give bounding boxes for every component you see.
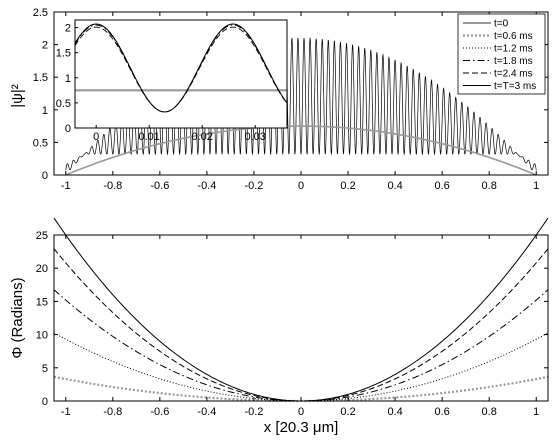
x-tick-label: 1 — [533, 180, 539, 192]
phase-series-t-1-8-ms — [53, 289, 549, 402]
legend: t=0t=0.6 ms t=1.2 mst=1.8 ms t=2.4 mst=T=3… — [457, 13, 546, 95]
inset-y-tick-label: 0 — [65, 123, 71, 135]
y-tick-label: 1 — [42, 105, 48, 117]
x-tick-label: -0.8 — [103, 180, 122, 192]
series-t0-line — [65, 125, 537, 176]
y-tick-label: 25 — [36, 230, 48, 242]
x-tick-label: 0.4 — [387, 406, 402, 418]
bottom-x-ticks: -1 -0.8 -0.6 -0.4 -0.2 0 0.2 0.4 0.6 0.8 1 — [61, 235, 539, 418]
inset-y-ticks: 0 0.5 1 1.5 2 — [56, 23, 78, 135]
top-y-axis-label: |ψ|² — [9, 84, 26, 107]
legend-box — [457, 13, 546, 95]
inset-x-tick-label: 0 — [93, 131, 99, 143]
x-tick-label: 0 — [298, 180, 304, 192]
phase-series-t-2-4-ms — [53, 248, 549, 402]
phase-series-t-t-3-ms — [53, 217, 549, 402]
top-panel: -1 -0.8 -0.6 -0.4 -0.2 0 0.2 0.4 0.6 0.8 1 0 0.5 1 1.… — [9, 7, 549, 192]
top-plot-area — [65, 37, 537, 176]
inset-frame — [74, 19, 288, 129]
legend-label: t=1.2 ms — [494, 44, 533, 55]
bottom-y-ticks: 0 5 10 15 20 25 — [36, 230, 548, 408]
inset-x-tick-label: 0.01 — [138, 131, 159, 143]
legend-label: t=2.4 ms — [494, 69, 533, 80]
bottom-panel: -1 -0.8 -0.6 -0.4 -0.2 0 0.2 0.4 0.6 0.8 1 0 5 10 15 2… — [9, 217, 549, 436]
inset-y-tick-label: 0.5 — [56, 98, 71, 110]
x-tick-label: 0.2 — [340, 406, 355, 418]
legend-label: t=1.8 ms — [494, 56, 533, 67]
phase-series-t-1-2-ms — [53, 332, 549, 402]
bottom-axes-frame — [53, 234, 549, 402]
x-tick-label: 0.6 — [434, 406, 449, 418]
x-tick-label: -0.2 — [244, 406, 263, 418]
y-tick-label: 0 — [42, 396, 48, 408]
inset-x-tick-label: 0.02 — [191, 131, 212, 143]
y-tick-label: 10 — [36, 330, 48, 342]
y-tick-label: 20 — [36, 263, 48, 275]
x-tick-label: -1 — [61, 406, 71, 418]
inset-background — [75, 20, 287, 128]
legend-label: t=T=3 ms — [494, 81, 536, 92]
y-tick-label: 2.5 — [33, 7, 48, 19]
top-y-ticks: 0 0.5 1 1.5 2 2.5 — [33, 7, 548, 182]
inset-y-tick-label: 1 — [65, 73, 71, 85]
legend-label: t=0.6 ms — [494, 31, 533, 42]
bottom-x-axis-label: x [20.3 μm] — [264, 419, 339, 436]
x-tick-label: 0.2 — [340, 180, 355, 192]
x-tick-label: -0.8 — [103, 406, 122, 418]
x-tick-label: -0.6 — [150, 180, 169, 192]
inset-t3ms-line — [74, 23, 288, 113]
x-tick-label: -0.4 — [197, 180, 216, 192]
x-tick-label: 0.4 — [387, 180, 402, 192]
x-tick-label: 0.8 — [482, 180, 497, 192]
x-tick-label: 0.6 — [434, 180, 449, 192]
series-t3ms-line — [65, 37, 537, 171]
inset-y-tick-label: 1.5 — [56, 48, 71, 60]
inset-y-tick-label: 2 — [65, 23, 71, 35]
top-x-ticks: -1 -0.8 -0.6 -0.4 -0.2 0 0.2 0.4 0.6 0.8 1 — [61, 12, 539, 192]
x-tick-label: 0.8 — [482, 406, 497, 418]
inset: 0 0.01 0.02 0.03 0 0.5 1 1.5 2 — [56, 19, 288, 143]
inset-x-ticks: 0 0.01 0.02 0.03 — [93, 125, 266, 143]
x-tick-label: -0.4 — [197, 406, 216, 418]
bottom-plot-area — [53, 217, 549, 403]
y-tick-label: 1.5 — [33, 72, 48, 84]
y-tick-label: 0.5 — [33, 137, 48, 149]
bottom-y-axis-label: Φ (Radians) — [9, 277, 26, 358]
y-tick-label: 0 — [42, 170, 48, 182]
x-tick-label: 0 — [298, 406, 304, 418]
inset-plot-area — [74, 23, 288, 113]
inset-x-tick-label: 0.03 — [244, 131, 265, 143]
x-tick-label: 1 — [533, 406, 539, 418]
y-tick-label: 5 — [42, 363, 48, 375]
x-tick-label: -0.2 — [244, 180, 263, 192]
y-tick-label: 2 — [42, 40, 48, 52]
x-tick-label: -1 — [61, 180, 71, 192]
y-tick-label: 15 — [36, 296, 48, 308]
legend-label: t=0 — [494, 19, 509, 30]
x-tick-label: -0.6 — [150, 406, 169, 418]
